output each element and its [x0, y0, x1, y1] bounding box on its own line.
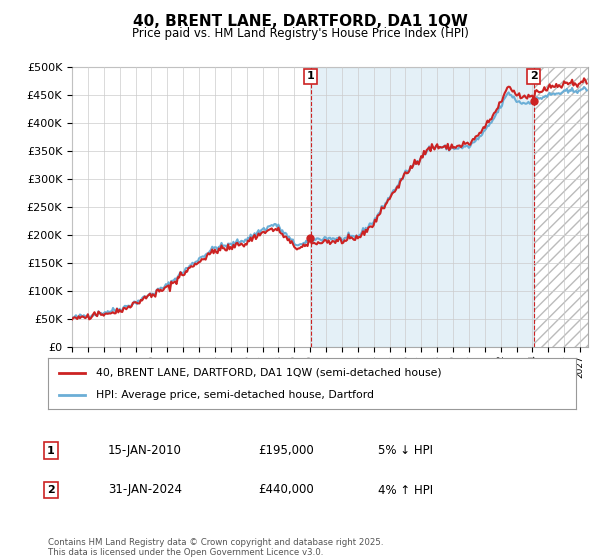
Text: 2: 2	[47, 485, 55, 495]
Text: 40, BRENT LANE, DARTFORD, DA1 1QW (semi-detached house): 40, BRENT LANE, DARTFORD, DA1 1QW (semi-…	[95, 367, 441, 377]
Text: £195,000: £195,000	[258, 444, 314, 458]
Text: 31-JAN-2024: 31-JAN-2024	[108, 483, 182, 497]
Bar	[534, 67, 588, 347]
Text: £440,000: £440,000	[258, 483, 314, 497]
Text: 1: 1	[47, 446, 55, 456]
Bar	[311, 67, 534, 347]
Text: Contains HM Land Registry data © Crown copyright and database right 2025.
This d: Contains HM Land Registry data © Crown c…	[48, 538, 383, 557]
Text: Price paid vs. HM Land Registry's House Price Index (HPI): Price paid vs. HM Land Registry's House …	[131, 27, 469, 40]
Text: 4% ↑ HPI: 4% ↑ HPI	[378, 483, 433, 497]
Text: 1: 1	[307, 72, 314, 81]
Text: 5% ↓ HPI: 5% ↓ HPI	[378, 444, 433, 458]
Text: 2: 2	[530, 72, 538, 81]
Text: HPI: Average price, semi-detached house, Dartford: HPI: Average price, semi-detached house,…	[95, 390, 374, 400]
Text: 40, BRENT LANE, DARTFORD, DA1 1QW: 40, BRENT LANE, DARTFORD, DA1 1QW	[133, 14, 467, 29]
Bar	[534, 67, 588, 347]
Text: 15-JAN-2010: 15-JAN-2010	[108, 444, 182, 458]
